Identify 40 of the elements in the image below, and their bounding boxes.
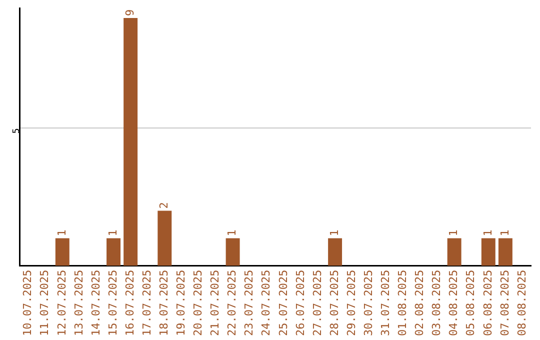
x-tick-label: 19.07.2025 bbox=[174, 270, 188, 336]
x-tick-label: 15.07.2025 bbox=[106, 270, 120, 336]
data-label: 1 bbox=[328, 230, 341, 236]
data-label: 1 bbox=[55, 230, 68, 236]
x-tick-label: 29.07.2025 bbox=[344, 270, 358, 336]
x-tick-label: 08.08.2025 bbox=[515, 270, 528, 336]
x-tick-label: 18.07.2025 bbox=[158, 270, 170, 336]
data-label: 1 bbox=[447, 230, 460, 236]
x-tick-label: 31.07.2025 bbox=[379, 270, 392, 336]
x-tick-label: 20.07.2025 bbox=[192, 270, 205, 336]
x-tick-label: 06.08.2025 bbox=[481, 270, 494, 336]
y-tick-label: 5 bbox=[12, 128, 22, 134]
data-label: 9 bbox=[123, 9, 136, 16]
x-tick-label: 14.07.2025 bbox=[89, 270, 102, 336]
data-label: 1 bbox=[498, 230, 512, 236]
x-tick-label: 11.07.2025 bbox=[38, 270, 52, 336]
x-tick-label: 12.07.2025 bbox=[55, 270, 68, 336]
data-label: 1 bbox=[106, 230, 120, 236]
x-tick-label: 21.07.2025 bbox=[208, 270, 222, 336]
x-tick-label: 10.07.2025 bbox=[21, 270, 34, 336]
x-tick-label: 13.07.2025 bbox=[72, 270, 86, 336]
x-tick-label: 22.07.2025 bbox=[226, 270, 239, 336]
x-tick-label: 26.07.2025 bbox=[294, 270, 307, 336]
x-tick-label: 23.07.2025 bbox=[242, 270, 256, 336]
x-tick-label: 03.08.2025 bbox=[430, 270, 444, 336]
data-label: 1 bbox=[226, 230, 239, 236]
x-tick-label: 16.07.2025 bbox=[123, 270, 136, 336]
x-tick-label: 25.07.2025 bbox=[276, 270, 290, 336]
x-tick-label: 24.07.2025 bbox=[260, 270, 273, 336]
x-tick-label: 28.07.2025 bbox=[328, 270, 341, 336]
x-tick-label: 17.07.2025 bbox=[140, 270, 154, 336]
x-tick-label: 30.07.2025 bbox=[362, 270, 375, 336]
x-tick-label: 05.08.2025 bbox=[464, 270, 478, 336]
x-tick-label: 07.08.2025 bbox=[498, 270, 512, 336]
data-label: 2 bbox=[158, 202, 170, 209]
data-label: 1 bbox=[481, 230, 494, 236]
x-tick-label: 27.07.2025 bbox=[310, 270, 324, 336]
x-tick-label: 04.08.2025 bbox=[447, 270, 460, 336]
x-tick-label: 01.08.2025 bbox=[396, 270, 410, 336]
x-tick-label: 02.08.2025 bbox=[413, 270, 426, 336]
